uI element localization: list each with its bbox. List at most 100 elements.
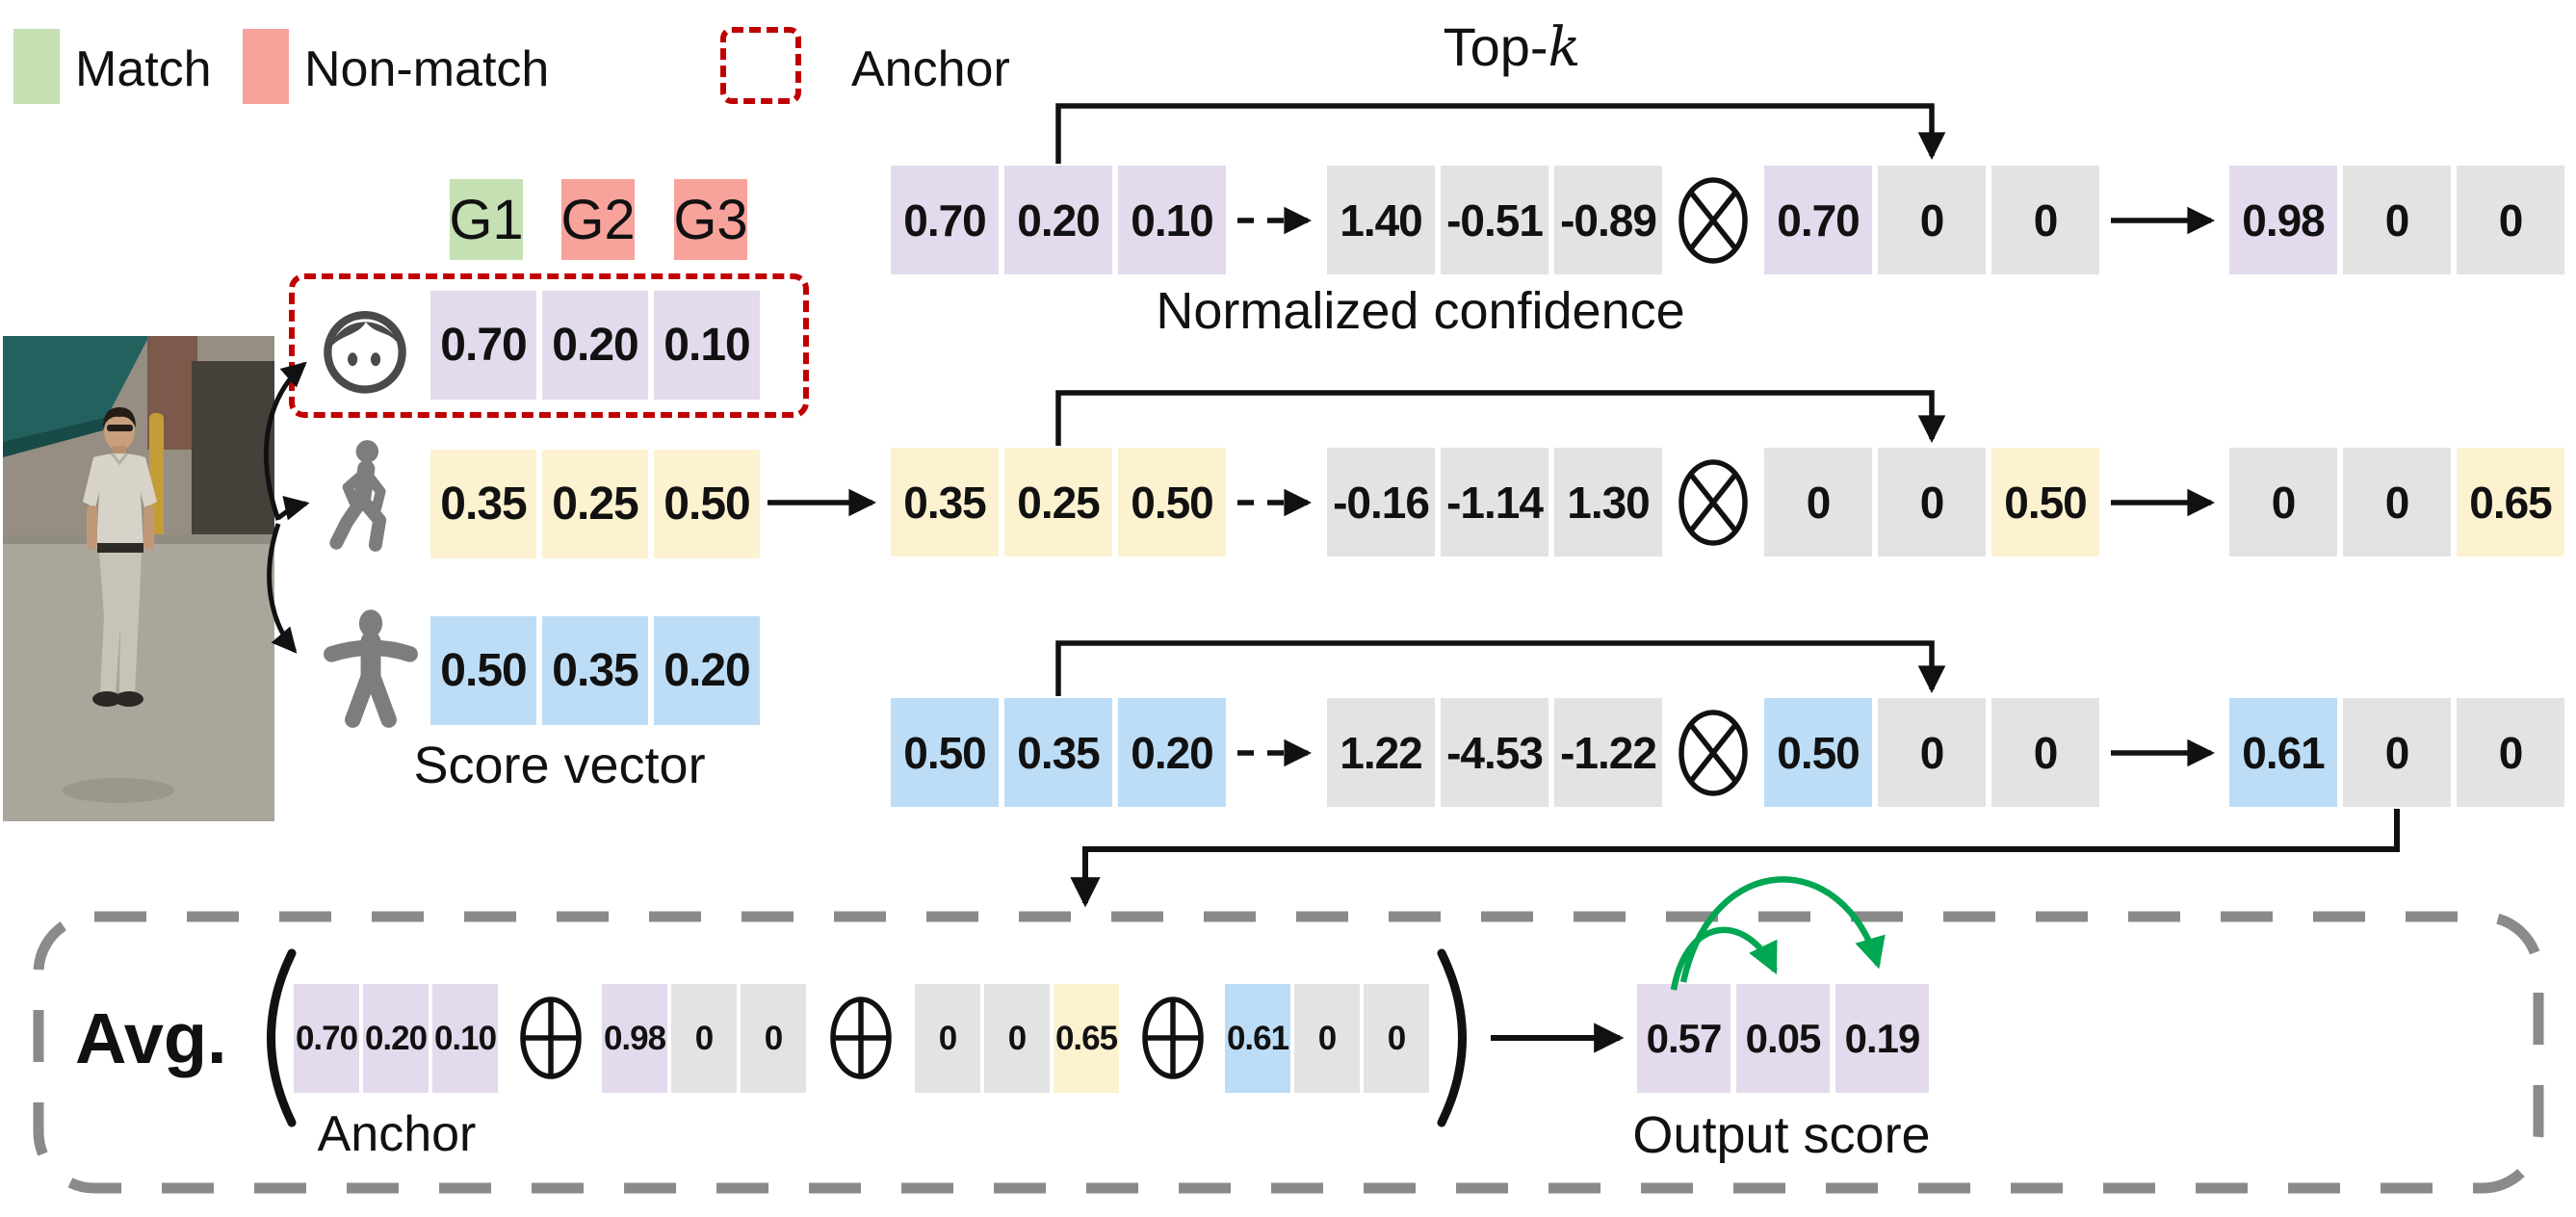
fusion-anchor-vector: 0.70 0.20 0.10 — [294, 984, 498, 1093]
score-cell: 0.20 — [363, 984, 429, 1093]
topk-bracket-row3 — [1055, 640, 1946, 696]
score-cell: -0.51 — [1441, 166, 1548, 274]
fusion-close-paren — [1437, 948, 1467, 1127]
score-cell: 0 — [915, 984, 980, 1093]
fusion-open-paren — [267, 948, 297, 1127]
score-cell: 0.98 — [2229, 166, 2337, 274]
score-cell: 0 — [671, 984, 737, 1093]
score-cell: 0 — [2343, 448, 2451, 557]
score-cell: 0 — [1878, 166, 1986, 274]
score-cell: 0.20 — [1004, 166, 1112, 274]
score-cell: 0.70 — [1764, 166, 1872, 274]
score-cell: 0.50 — [430, 616, 536, 725]
score-cell: 0.10 — [1118, 166, 1226, 274]
fusion-face-term: 0.98 0 0 — [602, 984, 806, 1093]
score-cell: 0.70 — [891, 166, 999, 274]
row3-to-fusion-elbow — [1070, 809, 2400, 908]
score-cell: 0.25 — [542, 450, 648, 558]
circled-plus-icon-3 — [1142, 997, 1204, 1079]
legend-match-swatch — [13, 29, 60, 104]
score-cell: 0.35 — [430, 450, 536, 558]
row1-confidence-vector: 0.98 0 0 — [2229, 166, 2564, 274]
row3-normalized-vector: 1.22 -4.53 -1.22 — [1327, 698, 1662, 807]
gallery-header-g3: G3 — [673, 179, 748, 260]
score-cell: 0.10 — [654, 291, 760, 400]
score-cell: -1.22 — [1554, 698, 1662, 807]
row1-masked-vector: 0.70 0 0 — [1764, 166, 2099, 274]
score-cell: 0.65 — [1054, 984, 1119, 1093]
score-cell: 0.50 — [1118, 448, 1226, 557]
score-cell: 1.22 — [1327, 698, 1435, 807]
score-cell: 0.70 — [430, 291, 536, 400]
score-cell: 0.35 — [1004, 698, 1112, 807]
normalized-confidence-label: Normalized confidence — [1156, 282, 1685, 340]
row1-normalized-vector: 1.40 -0.51 -0.89 — [1327, 166, 1662, 274]
score-cell: 0.20 — [1118, 698, 1226, 807]
score-cell: 0.19 — [1835, 984, 1929, 1093]
score-cell: 0 — [1764, 448, 1872, 557]
score-cell: 1.30 — [1554, 448, 1662, 557]
legend-nonmatch-label: Non-match — [304, 41, 550, 97]
score-cell: 0.35 — [891, 448, 999, 557]
score-cell: 0 — [1294, 984, 1360, 1093]
score-cell: 0 — [741, 984, 806, 1093]
top-k-label: Top-k — [1443, 16, 1581, 79]
score-cell: 0.65 — [2457, 448, 2564, 557]
face-icon — [321, 305, 409, 401]
score-cell: 0.20 — [654, 616, 760, 725]
score-cell: 0 — [2457, 166, 2564, 274]
probe-to-walk-arrow — [276, 495, 310, 521]
standing-person-icon — [318, 609, 424, 738]
score-cell: 0.05 — [1736, 984, 1830, 1093]
circled-times-icon-row1 — [1678, 177, 1748, 264]
fusion-walk-term: 0 0 0.65 — [915, 984, 1119, 1093]
face-score-vector: 0.70 0.20 0.10 — [430, 291, 760, 400]
body-score-vector: 0.50 0.35 0.20 — [430, 616, 760, 725]
row2-masked-vector: 0 0 0.50 — [1764, 448, 2099, 557]
walking-person-icon — [310, 438, 414, 566]
compare-arc-long — [1679, 876, 1886, 983]
compare-arc-short — [1670, 926, 1778, 991]
score-cell: 0.57 — [1637, 984, 1730, 1093]
output-score-vector: 0.57 0.05 0.19 — [1637, 984, 1929, 1093]
gallery-header-g1: G1 — [449, 179, 524, 260]
legend-match-label: Match — [75, 41, 212, 97]
score-cell: 0 — [2229, 448, 2337, 557]
circled-plus-icon-2 — [830, 997, 892, 1079]
score-cell: 0 — [2343, 166, 2451, 274]
row2-copy-vector: 0.35 0.25 0.50 — [891, 448, 1226, 557]
score-cell: 0.50 — [1991, 448, 2099, 557]
score-cell: 0.20 — [542, 291, 648, 400]
circled-times-icon-row2 — [1678, 459, 1748, 546]
row1-copy-vector: 0.70 0.20 0.10 — [891, 166, 1226, 274]
score-cell: 0.70 — [294, 984, 359, 1093]
row2-confidence-vector: 0 0 0.65 — [2229, 448, 2564, 557]
legend-anchor-label: Anchor — [851, 41, 1010, 97]
score-cell: -0.89 — [1554, 166, 1662, 274]
score-cell: 0 — [1878, 448, 1986, 557]
probe-pedestrian-photo — [3, 336, 274, 826]
score-cell: 0.61 — [2229, 698, 2337, 807]
score-cell: 0 — [984, 984, 1050, 1093]
score-cell: 0.50 — [654, 450, 760, 558]
row3-masked-vector: 0.50 0 0 — [1764, 698, 2099, 807]
score-cell: 1.40 — [1327, 166, 1435, 274]
score-cell: -0.16 — [1327, 448, 1435, 557]
circled-plus-icon-1 — [520, 997, 582, 1079]
score-cell: 0.25 — [1004, 448, 1112, 557]
score-cell: -1.14 — [1441, 448, 1548, 557]
score-cell: 0.61 — [1225, 984, 1290, 1093]
avg-operator-label: Avg. — [75, 998, 227, 1078]
topk-bracket-row2 — [1055, 390, 1946, 446]
gallery-header-g2: G2 — [560, 179, 636, 260]
fusion-body-term: 0.61 0 0 — [1225, 984, 1429, 1093]
row2-normalized-vector: -0.16 -1.14 1.30 — [1327, 448, 1662, 557]
row3-confidence-vector: 0.61 0 0 — [2229, 698, 2564, 807]
output-score-label: Output score — [1632, 1106, 1931, 1164]
legend-anchor-swatch — [720, 27, 801, 104]
score-vector-label: Score vector — [413, 737, 706, 794]
topk-bracket-row1 — [1055, 103, 1946, 164]
score-cell: 0.50 — [1764, 698, 1872, 807]
score-cell: 0 — [1364, 984, 1429, 1093]
